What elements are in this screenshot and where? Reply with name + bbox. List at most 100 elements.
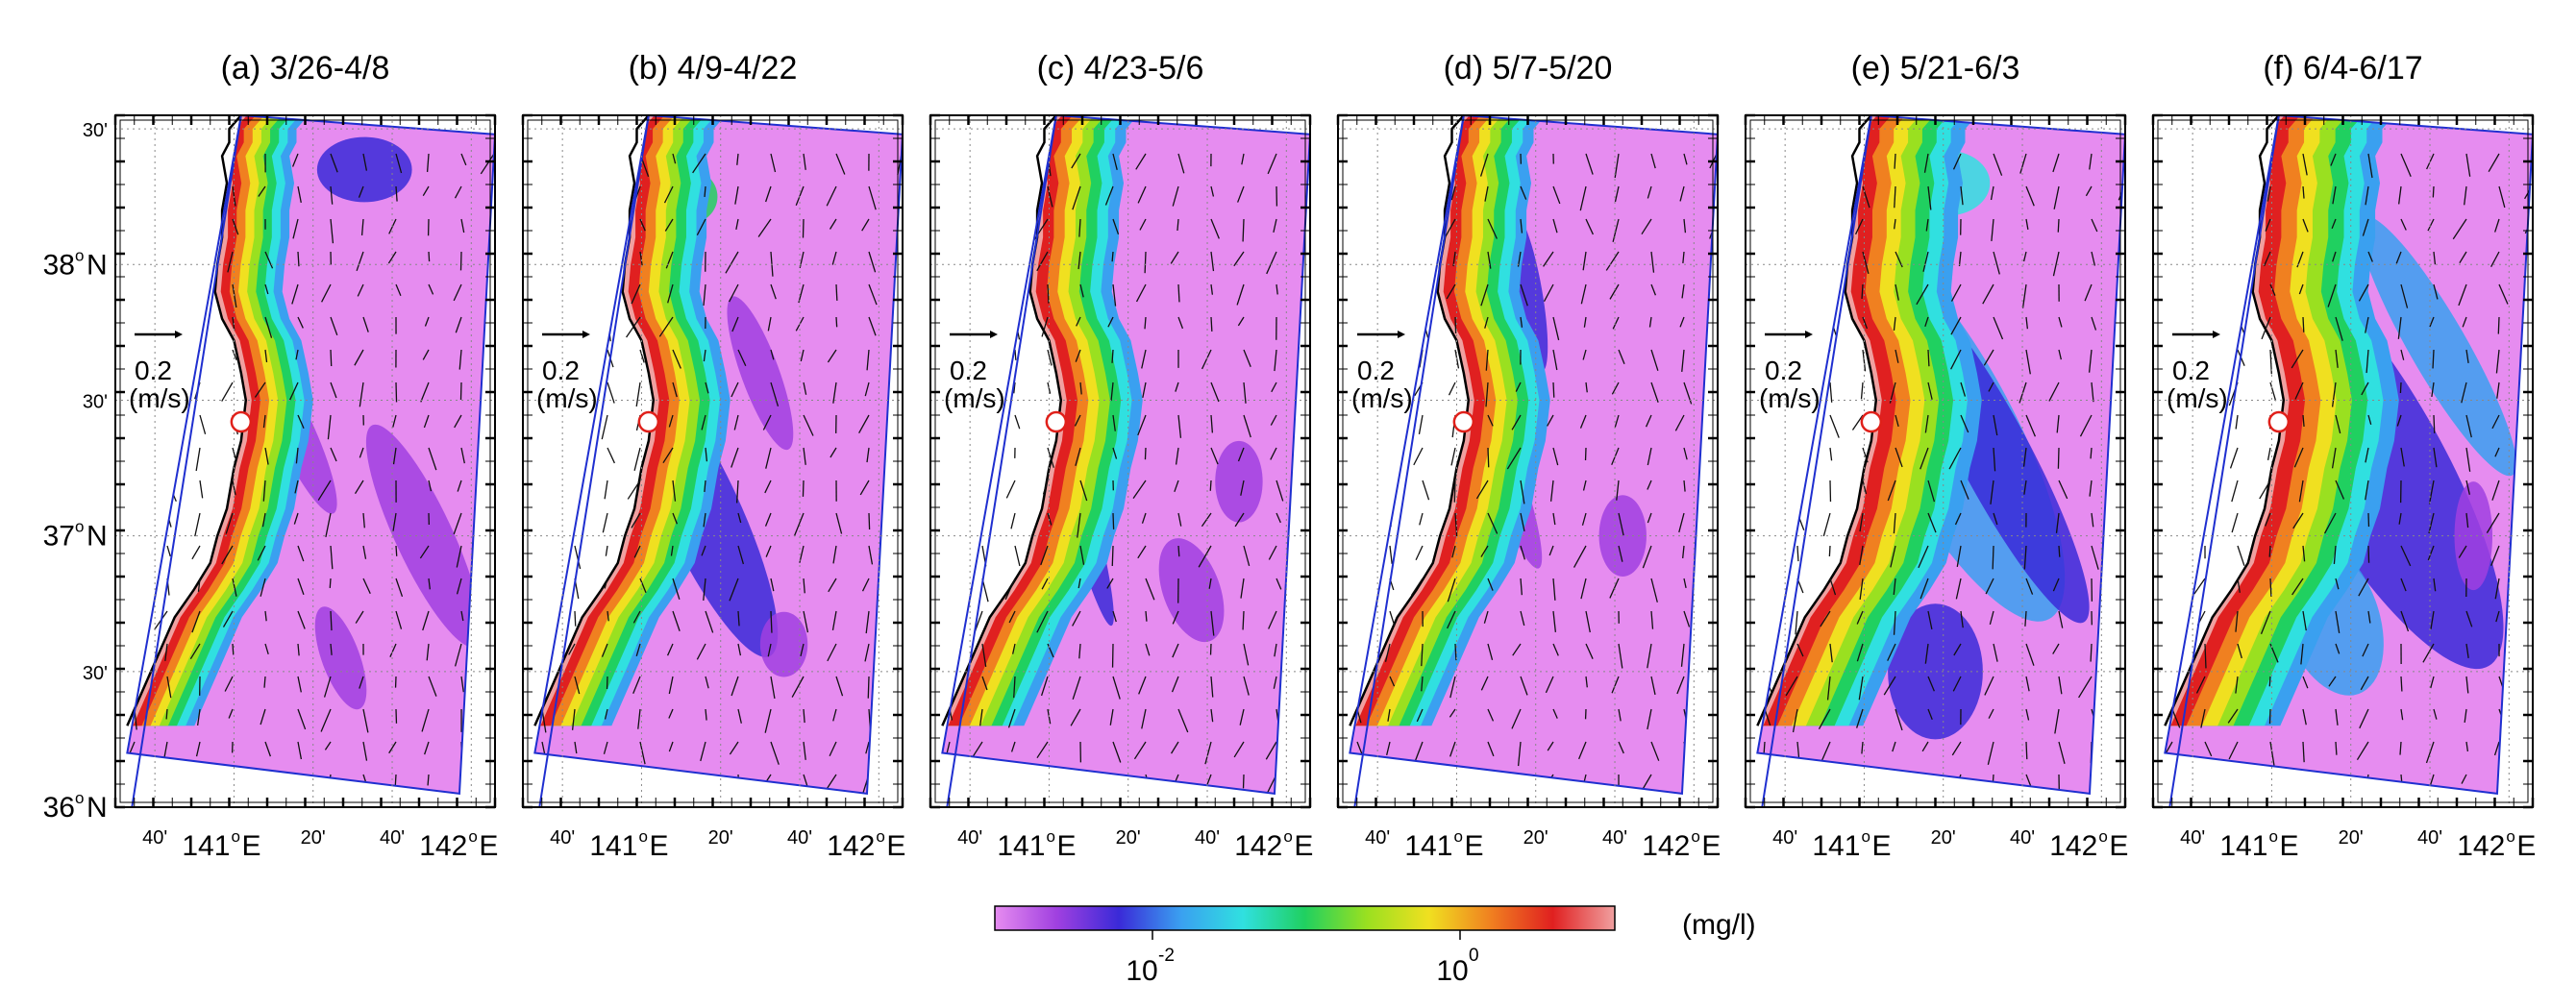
velocity-arrow [829, 741, 837, 757]
velocity-arrow [1239, 708, 1245, 726]
velocity-arrow [1573, 545, 1587, 568]
velocity-arrow [2458, 283, 2467, 307]
velocity-arrow [1987, 741, 1994, 765]
velocity-arrow [297, 643, 300, 656]
velocity-arrow [454, 643, 462, 667]
graticule [523, 115, 903, 808]
velocity-arrow [362, 578, 371, 595]
velocity-arrow [864, 643, 870, 662]
velocity-arrow [868, 185, 877, 210]
velocity-arrow [392, 447, 397, 465]
longitude-label-5: 142 [419, 830, 467, 862]
velocity-arrow [260, 708, 266, 726]
velocity-arrow [1416, 708, 1424, 723]
velocity-arrow [2488, 153, 2500, 172]
concentration-patch-3 [759, 611, 808, 677]
velocity-arrow [705, 381, 709, 394]
velocity-arrow [1618, 349, 1625, 364]
velocity-arrow [458, 349, 462, 370]
velocity-arrow [668, 741, 674, 752]
velocity-arrow [1078, 218, 1081, 237]
velocity-arrow [672, 512, 679, 525]
velocity-arrow [1273, 218, 1277, 234]
velocity-arrow [632, 610, 641, 624]
velocity-arrow [1236, 283, 1245, 306]
velocity-arrow [1454, 316, 1457, 334]
velocity-arrow [1243, 414, 1251, 438]
velocity-arrow [2430, 610, 2435, 629]
velocity-arrow [1014, 349, 1017, 360]
velocity-arrow [232, 283, 237, 308]
velocity-arrow [422, 610, 430, 631]
velocity-arrow [1487, 447, 1490, 468]
velocity-arrow [864, 381, 870, 397]
velocity-arrow [764, 480, 772, 494]
velocity-arrow [166, 545, 171, 557]
coastal-band-1 [1757, 115, 1882, 726]
velocity-arrow [868, 251, 877, 273]
velocity-arrow [460, 153, 467, 166]
station-marker [2267, 410, 2291, 433]
velocity-arrow [1449, 708, 1456, 718]
velocity-arrow [460, 218, 465, 234]
velocity-arrow [2461, 381, 2467, 404]
velocity-arrow [1645, 414, 1652, 428]
velocity-arrow [2397, 316, 2402, 339]
velocity-arrow [356, 251, 364, 272]
longitude-label-4: 40' [1195, 827, 1220, 849]
velocity-arrow [1861, 741, 1864, 754]
velocity-arrow [981, 643, 987, 667]
velocity-arrow [2495, 610, 2500, 623]
velocity-arrow [330, 185, 334, 205]
velocity-arrow [607, 447, 615, 464]
velocity-arrow [2400, 218, 2407, 231]
velocity-arrow [735, 480, 739, 504]
velocity-arrow [868, 316, 877, 336]
velocity-arrow [2464, 708, 2467, 724]
latitude-label-5: 30' [83, 663, 108, 684]
velocity-arrow [1605, 251, 1620, 271]
velocity-arrow [424, 316, 430, 327]
panel-title-f: (f) 6/4-6/17 [2263, 50, 2422, 86]
velocity-arrow [2396, 414, 2402, 427]
velocity-arrow [1484, 185, 1489, 202]
velocity-arrow [291, 283, 299, 305]
velocity-arrow [2486, 512, 2500, 533]
velocity-arrow [232, 349, 237, 360]
velocity-arrow [1918, 545, 1929, 569]
velocity-arrow [1243, 381, 1247, 404]
velocity-arrow [1895, 414, 1899, 428]
velocity-arrow [829, 218, 837, 230]
velocity-arrow [2465, 643, 2469, 658]
velocity-arrow [2327, 283, 2337, 308]
latitude-label-3: 30' [83, 391, 108, 412]
velocity-arrow [1139, 218, 1147, 231]
velocity-arrow [692, 153, 706, 174]
velocity-arrow [1650, 251, 1655, 273]
velocity-arrow [1419, 512, 1424, 526]
velocity-arrow [2091, 512, 2094, 528]
velocity-arrow [1927, 381, 1933, 400]
velocity-arrow [1237, 316, 1245, 327]
map-panel-d: (d) 5/7-5/200.2(m/s)40' 141 o E 20' 40' 142 o E [1336, 50, 1721, 862]
velocity-arrow [1960, 185, 1964, 206]
velocity-arrow [1953, 643, 1962, 656]
velocity-arrow [387, 251, 397, 264]
velocity-arrow [859, 480, 870, 496]
velocity-arrow [1506, 447, 1522, 470]
model-domain-outline [1756, 113, 2127, 796]
velocity-arrow [831, 251, 837, 265]
velocity-arrow [1170, 741, 1179, 754]
velocity-arrow [1268, 610, 1277, 629]
velocity-arrow [1796, 643, 1804, 657]
velocity-arrow [767, 316, 772, 332]
velocity-arrow [639, 741, 646, 765]
velocity-arrow [1950, 283, 1962, 302]
velocity-arrow [637, 708, 641, 729]
velocity-arrow [227, 251, 234, 273]
velocity-arrow [428, 578, 431, 590]
velocity-arrow [1210, 316, 1213, 332]
velocity-arrow [795, 185, 805, 206]
scale-vector-arrowhead [990, 331, 998, 338]
velocity-arrow [793, 512, 805, 537]
